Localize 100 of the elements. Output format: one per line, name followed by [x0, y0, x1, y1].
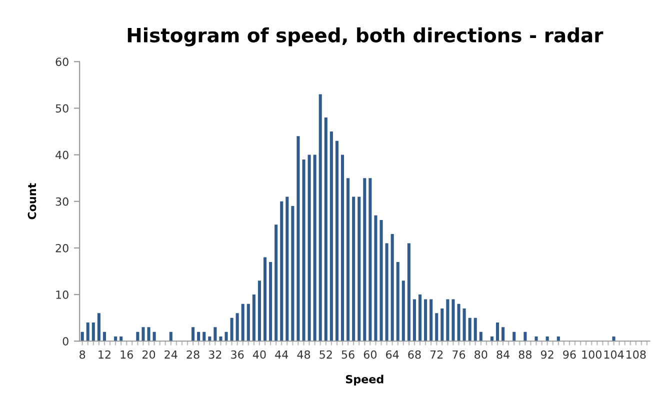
- x-tick-label: 104: [604, 350, 624, 359]
- bar: [263, 257, 267, 342]
- bar: [524, 332, 527, 342]
- x-tick-label: 40: [252, 350, 266, 359]
- x-tick-label: 44: [275, 350, 288, 359]
- x-tick-label: 76: [452, 350, 466, 359]
- bar: [269, 262, 272, 342]
- bar: [330, 132, 333, 342]
- bar: [340, 154, 344, 342]
- bar: [402, 280, 405, 342]
- chart-title: Histogram of speed, both directions - radar: [128, 27, 604, 46]
- bar: [258, 280, 261, 342]
- bar: [252, 294, 256, 342]
- x-tick-label: 92: [540, 350, 554, 359]
- y-tick-label: 20: [56, 244, 68, 252]
- bar: [457, 304, 460, 342]
- bar: [612, 336, 616, 342]
- x-tick-label: 72: [430, 350, 443, 359]
- bar: [368, 178, 372, 342]
- bar: [324, 118, 328, 342]
- bar: [380, 220, 383, 342]
- bar: [374, 215, 378, 342]
- bar: [202, 332, 206, 342]
- bar: [169, 332, 172, 342]
- bar: [80, 332, 84, 342]
- y-tick-label: 40: [56, 150, 68, 160]
- bar: [92, 322, 95, 342]
- y-axis-title: Count: [28, 183, 36, 220]
- bar: [192, 327, 195, 342]
- bar: [358, 196, 361, 342]
- bar: [440, 308, 444, 342]
- y-tick-label: 50: [56, 104, 68, 113]
- bar: [352, 196, 356, 342]
- x-tick-label: 80: [474, 350, 488, 359]
- x-tick-label: 84: [496, 350, 510, 359]
- bar: [241, 304, 244, 342]
- y-tick-label: 10: [56, 290, 68, 299]
- bar: [468, 318, 472, 342]
- bar: [412, 299, 416, 342]
- bar: [224, 332, 228, 342]
- bar: [313, 154, 316, 342]
- x-tick-label: 64: [386, 350, 399, 359]
- bar: [286, 196, 289, 342]
- bar: [418, 294, 422, 342]
- x-tick-label: 56: [342, 350, 354, 359]
- bar: [291, 206, 294, 342]
- bar: [152, 332, 156, 342]
- bar: [230, 318, 234, 342]
- x-tick-label: 52: [320, 350, 332, 359]
- x-tick-label: 20: [142, 350, 156, 359]
- x-tick-label: 48: [297, 350, 310, 359]
- bar: [496, 322, 500, 342]
- bar: [502, 327, 505, 342]
- bar: [534, 336, 538, 342]
- bar: [318, 94, 322, 342]
- bar: [446, 299, 450, 342]
- bar: [452, 299, 455, 342]
- x-tick-label: 96: [563, 350, 576, 359]
- bar: [197, 332, 200, 342]
- x-tick-label: 28: [186, 350, 200, 359]
- bar: [236, 313, 239, 342]
- x-tick-label: 12: [98, 350, 110, 359]
- bar: [296, 136, 300, 342]
- bar: [407, 243, 410, 342]
- bar: [97, 313, 100, 342]
- bar: [424, 299, 428, 342]
- x-tick-label: 32: [208, 350, 222, 359]
- x-tick-label: 24: [164, 350, 178, 359]
- bar: [474, 318, 477, 342]
- x-tick-label: 8: [80, 350, 86, 359]
- bar: [308, 154, 311, 342]
- x-axis-title: Speed: [346, 374, 384, 386]
- x-tick-label: 16: [120, 350, 133, 359]
- x-tick-label: 100: [582, 350, 602, 359]
- bar: [512, 332, 516, 342]
- bar: [86, 322, 90, 342]
- y-tick-label: 30: [56, 197, 68, 206]
- x-tick-label: 36: [231, 350, 244, 359]
- bar: [136, 332, 140, 342]
- bar: [390, 234, 394, 342]
- bar: [335, 140, 338, 342]
- x-tick-label: 60: [364, 350, 377, 359]
- bar: [346, 178, 350, 342]
- bar: [147, 327, 150, 342]
- bar: [396, 262, 400, 342]
- x-tick-label: 88: [518, 350, 532, 359]
- bar: [246, 304, 250, 342]
- bar: [435, 313, 438, 342]
- bar: [430, 299, 433, 342]
- bar: [479, 332, 482, 342]
- bar: [280, 201, 284, 342]
- bar: [214, 327, 217, 342]
- bar: [462, 308, 466, 342]
- x-tick-label: 68: [408, 350, 421, 359]
- bar: [302, 159, 306, 342]
- y-tick-label: 60: [56, 58, 68, 66]
- bar: [385, 243, 388, 342]
- y-tick-label: 0: [62, 337, 68, 346]
- bar: [274, 224, 278, 342]
- bar: [102, 332, 106, 342]
